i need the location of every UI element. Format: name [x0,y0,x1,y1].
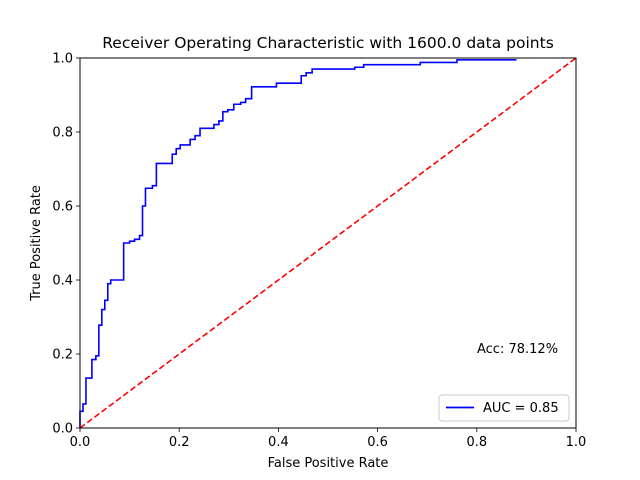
x-tick-label: 1.0 [566,435,587,450]
x-tick-label: 0.0 [70,435,91,450]
y-tick-label: 0.4 [52,274,73,289]
y-tick-label: 1.0 [52,52,73,67]
legend-label: AUC = 0.85 [483,401,559,416]
x-axis-label: False Positive Rate [268,456,389,471]
y-axis-label: True Positive Rate [29,185,44,302]
chart-title: Receiver Operating Characteristic with 1… [102,34,554,52]
x-tick-label: 0.6 [367,435,388,450]
x-tick-label: 0.8 [466,435,487,450]
legend: AUC = 0.85 [438,394,570,422]
y-tick-label: 0.2 [52,348,73,363]
x-axis-ticks: 0.0 0.2 0.4 0.6 0.8 1.0 [70,428,587,450]
roc-curve-line [79,59,517,428]
chance-diagonal-line [79,57,577,429]
y-tick-label: 0.8 [52,126,73,141]
y-axis-ticks: 0.0 0.2 0.4 0.6 0.8 1.0 [52,52,80,437]
y-tick-label: 0.6 [52,200,73,215]
accuracy-annotation: Acc: 78.12% [477,342,558,357]
legend-box [438,394,570,422]
x-tick-label: 0.4 [268,435,289,450]
x-tick-label: 0.2 [169,435,190,450]
plot-frame [79,57,577,429]
y-tick-label: 0.0 [52,422,73,437]
series-layer [79,57,577,429]
